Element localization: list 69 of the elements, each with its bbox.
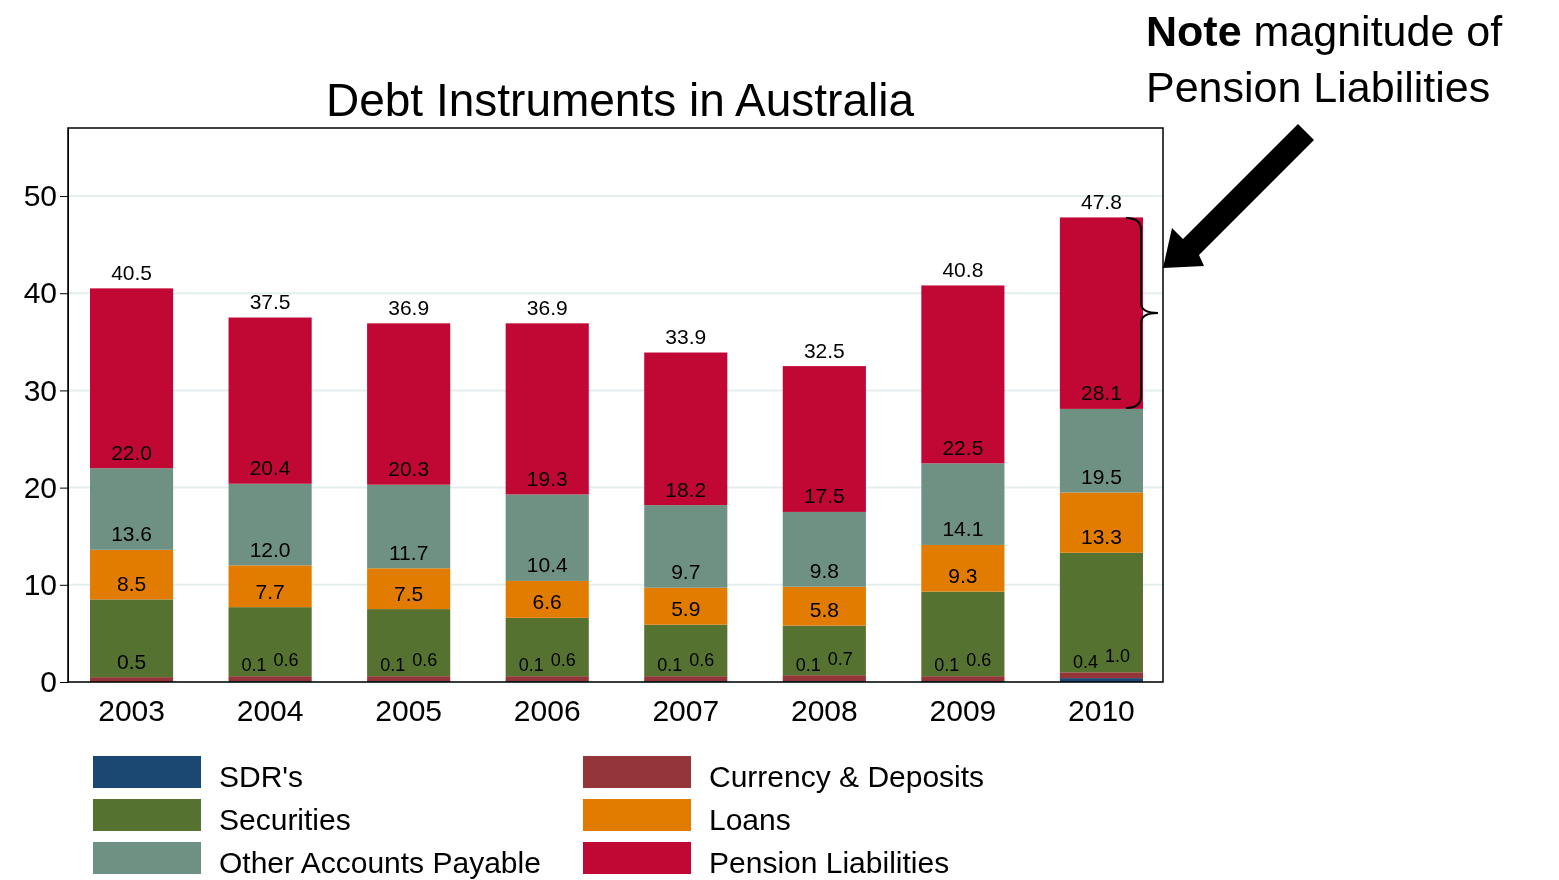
annotation: 0.1 xyxy=(795,655,821,676)
annotation: 0.6 xyxy=(966,650,992,671)
annotation: 13.6 xyxy=(111,522,152,546)
legend-label: Pension Liabilities xyxy=(709,846,950,879)
chart-title: Debt Instruments in Australia xyxy=(325,74,915,126)
y-tick-label: 0 xyxy=(40,665,57,699)
annotation: 20.4 xyxy=(249,456,291,480)
total-label: 33.9 xyxy=(665,325,707,349)
annotation: 0.1 xyxy=(380,655,406,676)
annotation: 22.0 xyxy=(111,440,152,464)
y-tick-label: 20 xyxy=(23,470,57,504)
annotation: 14.1 xyxy=(942,517,984,541)
annotation: 7.5 xyxy=(394,581,424,605)
y-tick-label: 40 xyxy=(23,276,57,310)
legend-label: SDR's xyxy=(219,760,304,793)
annotation: 18.2 xyxy=(665,477,707,501)
annotation: 0.6 xyxy=(412,650,438,671)
annotation: 5.9 xyxy=(671,597,701,621)
annotation: 22.5 xyxy=(942,435,984,459)
annotation: 0.6 xyxy=(689,650,715,671)
total-label: 37.5 xyxy=(249,290,291,314)
annotation: 0.7 xyxy=(827,649,853,670)
annotation: 0.1 xyxy=(241,655,267,676)
annotation: 8.5 xyxy=(116,571,147,595)
total-label: 36.9 xyxy=(388,295,430,319)
annotation: 19.3 xyxy=(526,466,568,490)
x-tick-label: 2003 xyxy=(98,694,165,728)
text: Note magnitude of Pension Liabilities xyxy=(1146,7,1504,111)
total-label: 32.5 xyxy=(803,338,845,362)
annotation: 10.4 xyxy=(526,553,568,577)
legend-label: Loans xyxy=(709,803,791,836)
annotation: 9.8 xyxy=(809,559,839,583)
x-tick-label: 2005 xyxy=(375,694,443,728)
total-label: 36.9 xyxy=(526,295,568,319)
x-tick-label: 2004 xyxy=(236,694,304,728)
annotation: 12.0 xyxy=(249,537,291,561)
x-tick-label: 2010 xyxy=(1068,694,1135,728)
legend-label: Currency & Deposits xyxy=(709,760,985,793)
annotation: 20.3 xyxy=(388,457,430,481)
total-label: 47.8 xyxy=(1081,189,1122,213)
legend-label: Other Accounts Payable xyxy=(219,846,541,879)
total-label: 40.5 xyxy=(111,260,152,284)
annotation: 6.6 xyxy=(532,590,562,614)
annotation: 17.5 xyxy=(803,484,845,508)
annotation: 0.6 xyxy=(273,650,299,671)
annotation: 1.0 xyxy=(1104,646,1130,667)
annotation: 9.3 xyxy=(948,564,978,588)
annotation: 0.4 xyxy=(1072,652,1098,673)
y-tick-label: 30 xyxy=(23,373,57,407)
total-label: 40.8 xyxy=(942,257,984,281)
annotation: 7.7 xyxy=(255,579,285,603)
legend-label: Securities xyxy=(219,803,351,836)
annotation: 0.1 xyxy=(657,655,683,676)
x-tick-label: 2006 xyxy=(513,694,581,728)
annotation: 11.7 xyxy=(389,540,429,564)
annotation: 0.5 xyxy=(116,649,147,673)
x-tick-label: 2008 xyxy=(790,694,858,728)
annotation: 0.6 xyxy=(550,650,576,671)
y-tick-label: 10 xyxy=(23,567,57,601)
x-tick-label: 2009 xyxy=(929,694,997,728)
y-tick-label: 50 xyxy=(23,179,57,213)
annotation: 13.3 xyxy=(1081,525,1122,549)
annotation: 9.7 xyxy=(671,560,701,584)
annotation: 0.1 xyxy=(518,655,544,676)
x-tick-label: 2007 xyxy=(652,694,720,728)
annotation: 0.1 xyxy=(934,655,960,676)
annotation: 19.5 xyxy=(1081,464,1122,488)
annotation: 28.1 xyxy=(1081,381,1122,405)
annotation: 5.8 xyxy=(809,598,839,622)
